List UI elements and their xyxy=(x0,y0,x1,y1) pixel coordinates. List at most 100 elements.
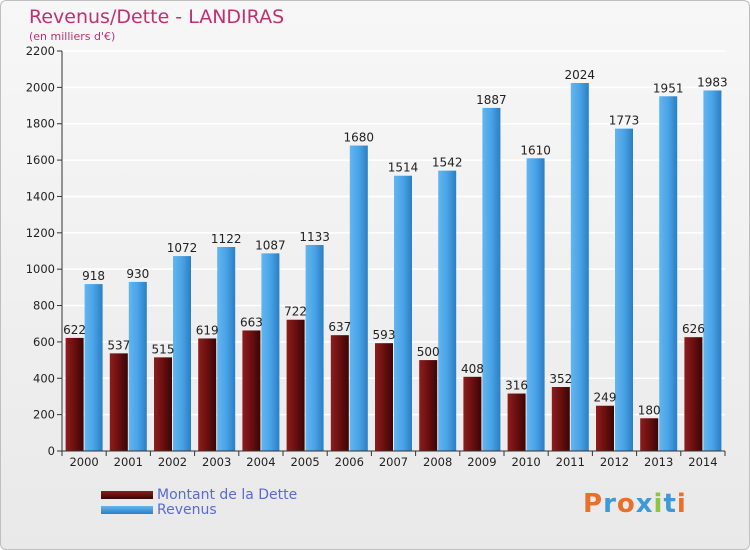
dette-bar xyxy=(507,393,526,451)
revenus-value-label: 1983 xyxy=(697,75,728,89)
revenus-bar xyxy=(217,247,236,451)
revenus-value-label: 1087 xyxy=(255,238,286,252)
revenus-value-label: 1680 xyxy=(344,131,375,145)
revenus-bar xyxy=(173,256,191,451)
revenus-bar xyxy=(570,83,589,451)
x-tick-label: 2003 xyxy=(202,455,231,469)
revenus-value-label: 1887 xyxy=(476,93,507,107)
dette-value-label: 593 xyxy=(373,328,396,342)
logo-letter: i xyxy=(676,489,687,519)
revenus-value-label: 1951 xyxy=(653,81,684,95)
x-tick-label: 2005 xyxy=(290,455,319,469)
legend-label-revenus: Revenus xyxy=(157,501,217,518)
dette-value-label: 408 xyxy=(461,362,484,376)
x-tick-label: 2009 xyxy=(467,455,496,469)
logo-letter: t xyxy=(663,489,677,519)
legend-item-revenus: Revenus xyxy=(101,501,297,518)
dette-value-label: 622 xyxy=(63,323,86,337)
dette-bar xyxy=(242,330,261,451)
x-tick-label: 2012 xyxy=(600,455,629,469)
revenus-bar xyxy=(438,170,457,452)
y-tick-label: 1600 xyxy=(26,153,55,167)
dette-value-label: 637 xyxy=(328,320,351,334)
dette-bar xyxy=(463,376,482,451)
y-tick-label: 0 xyxy=(48,444,55,458)
y-tick-label: 600 xyxy=(33,335,55,349)
revenus-bar xyxy=(703,90,722,452)
revenus-bar xyxy=(261,253,280,451)
dette-bar xyxy=(286,319,305,451)
revenus-bar xyxy=(659,96,678,451)
y-tick-label: 400 xyxy=(33,371,55,385)
revenus-value-label: 1610 xyxy=(520,143,551,157)
revenus-value-label: 1542 xyxy=(432,156,463,170)
revenus-bar xyxy=(394,175,412,451)
y-tick-label: 1000 xyxy=(26,262,55,276)
dette-bar xyxy=(375,343,393,451)
revenus-bar xyxy=(482,107,501,451)
revenus-value-label: 1133 xyxy=(299,230,330,244)
y-tick-label: 800 xyxy=(33,299,55,313)
y-tick-label: 2200 xyxy=(26,44,55,58)
dette-bar xyxy=(65,337,84,451)
dette-bar xyxy=(640,418,659,451)
revenus-value-label: 1773 xyxy=(609,114,640,128)
logo-letter: x xyxy=(635,489,654,519)
dette-bar xyxy=(551,387,570,451)
legend-swatch-revenus xyxy=(101,505,153,514)
y-tick-label: 2000 xyxy=(26,80,55,94)
x-tick-label: 2008 xyxy=(423,455,452,469)
logo-letter: o xyxy=(616,489,636,519)
legend-item-dette: Montant de la Dette xyxy=(101,486,298,503)
dette-value-label: 619 xyxy=(196,323,219,337)
revenus-bar xyxy=(305,245,324,451)
x-tick-label: 2001 xyxy=(114,455,143,469)
revenus-bar xyxy=(349,145,368,451)
x-tick-label: 2002 xyxy=(158,455,187,469)
dette-value-label: 626 xyxy=(682,322,705,336)
legend-swatch-dette xyxy=(101,490,153,499)
legend-label-dette: Montant de la Dette xyxy=(157,486,298,503)
dette-bar xyxy=(330,335,349,451)
y-tick-label: 200 xyxy=(33,408,55,422)
revenus-bar xyxy=(615,128,633,451)
dette-bar xyxy=(154,357,172,451)
y-tick-label: 1800 xyxy=(26,117,55,131)
dette-bar xyxy=(109,353,128,451)
revenus-bar xyxy=(128,281,147,451)
y-tick-label: 1400 xyxy=(26,189,55,203)
dette-value-label: 537 xyxy=(107,338,130,352)
revenus-value-label: 918 xyxy=(82,269,105,283)
revenus-bar xyxy=(526,158,545,452)
dette-value-label: 316 xyxy=(505,379,528,393)
dette-value-label: 515 xyxy=(152,342,175,356)
logo-letter: r xyxy=(603,489,617,519)
dette-bar xyxy=(684,337,703,451)
chart-legend: Montant de la Dette Revenus xyxy=(101,486,298,518)
dette-bar xyxy=(419,360,438,451)
logo-letter: P xyxy=(583,489,604,519)
revenus-value-label: 2024 xyxy=(565,68,596,82)
x-tick-label: 2011 xyxy=(556,455,585,469)
dette-value-label: 249 xyxy=(594,391,617,405)
dette-value-label: 180 xyxy=(638,403,661,417)
chart-title: Revenus/Dette - LANDIRAS xyxy=(29,6,285,28)
revenus-value-label: 1122 xyxy=(211,232,242,246)
y-tick-label: 1200 xyxy=(26,226,55,240)
x-tick-label: 2000 xyxy=(69,455,98,469)
logo-letter: i xyxy=(653,489,664,519)
revenus-bar xyxy=(84,284,103,451)
revenus-value-label: 930 xyxy=(126,267,149,281)
dette-bar xyxy=(596,405,614,451)
dette-value-label: 722 xyxy=(284,305,307,319)
x-tick-label: 2010 xyxy=(511,455,540,469)
revenus-value-label: 1514 xyxy=(388,161,419,175)
x-tick-label: 2006 xyxy=(335,455,364,469)
x-tick-label: 2004 xyxy=(246,455,275,469)
revenus-value-label: 1072 xyxy=(167,241,198,255)
proxiti-logo: Proxiti xyxy=(583,489,687,519)
dette-value-label: 663 xyxy=(240,315,263,329)
dette-bar xyxy=(198,338,217,451)
